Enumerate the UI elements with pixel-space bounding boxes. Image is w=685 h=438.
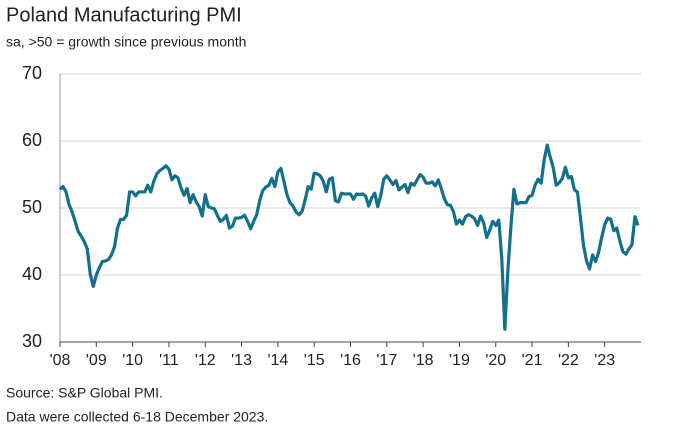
- y-tick-label: 50: [22, 197, 42, 217]
- x-tick-label: '16: [340, 352, 361, 369]
- x-tick-label: '14: [267, 352, 288, 369]
- x-tick-label: '21: [522, 352, 543, 369]
- x-tick-label: '13: [231, 352, 252, 369]
- x-tick-label: '08: [50, 352, 71, 369]
- collection-note: Data were collected 6-18 December 2023.: [6, 409, 268, 425]
- x-tick-label: '11: [159, 352, 179, 369]
- x-tick-label: '18: [413, 352, 434, 369]
- x-tick-label: '19: [449, 352, 470, 369]
- chart-subtitle: sa, >50 = growth since previous month: [6, 34, 246, 50]
- x-tick-label: '15: [304, 352, 325, 369]
- source-note: Source: S&P Global PMI.: [6, 385, 163, 401]
- x-tick-label: '22: [558, 352, 579, 369]
- y-tick-label: 70: [22, 63, 42, 83]
- x-tick-label: '17: [376, 352, 397, 369]
- y-tick-label: 60: [22, 130, 42, 150]
- y-tick-label: 30: [22, 331, 42, 351]
- x-tick-label: '12: [195, 352, 216, 369]
- chart-title: Poland Manufacturing PMI: [6, 4, 242, 26]
- y-tick-label: 40: [22, 264, 42, 284]
- x-tick-label: '23: [594, 352, 615, 369]
- x-tick-label: '09: [86, 352, 107, 369]
- x-tick-label: '20: [485, 352, 506, 369]
- pmi-line: [58, 143, 640, 331]
- x-tick-label: '10: [122, 352, 143, 369]
